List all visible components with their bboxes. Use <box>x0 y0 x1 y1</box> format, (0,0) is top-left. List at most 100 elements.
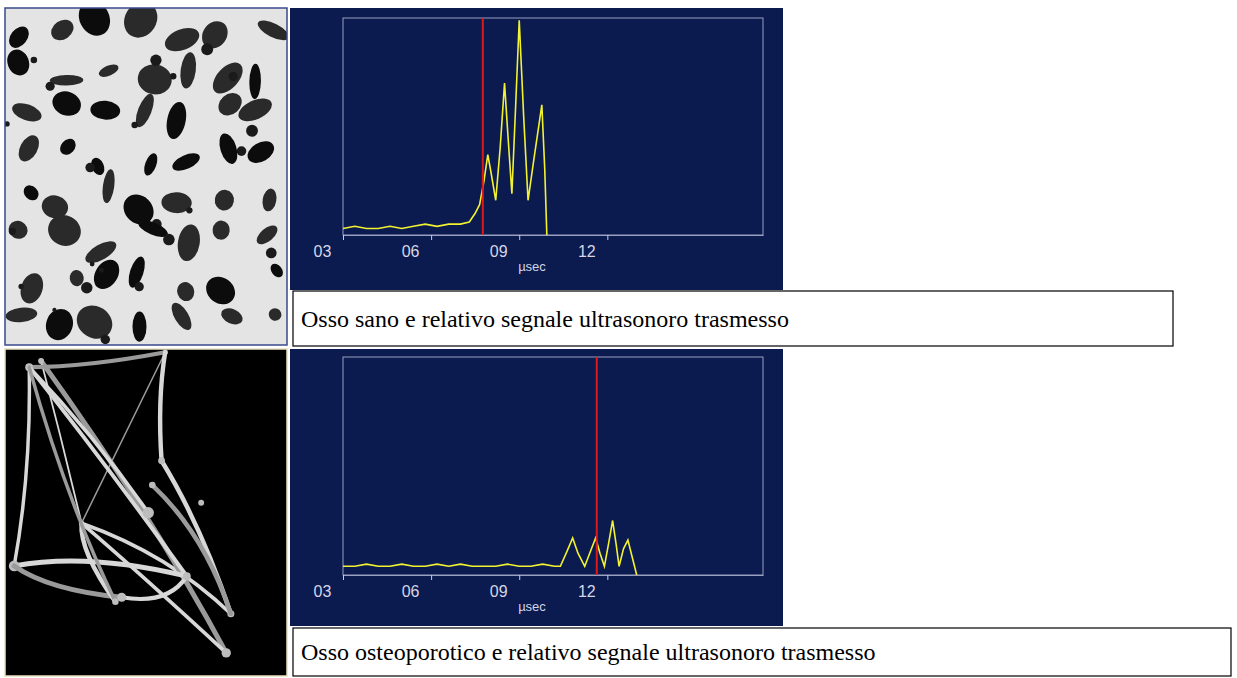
bone-pore <box>246 125 258 137</box>
bone-pore <box>161 192 192 214</box>
bone-pore <box>266 248 277 259</box>
x-axis-title: µsec <box>518 259 546 274</box>
caption: Osso osteoporotico e relativo segnale ul… <box>301 639 876 665</box>
bone-pore <box>249 64 261 100</box>
bone-pore <box>268 261 285 279</box>
bone-pore <box>142 152 160 178</box>
bone-pore <box>57 136 79 158</box>
bone-pore <box>81 282 92 293</box>
bone-node <box>158 457 165 464</box>
plot-frame <box>343 18 763 235</box>
x-tick-mark <box>607 235 608 240</box>
bone-node <box>183 572 191 580</box>
bone-node <box>222 648 231 657</box>
bone-pore <box>17 270 47 306</box>
x-tick-label: 03 <box>314 243 332 260</box>
bone-pore <box>90 100 121 121</box>
image-border <box>5 8 287 345</box>
bone-pore <box>21 182 42 203</box>
x-axis: 03060912 <box>314 235 764 260</box>
bone-pore <box>229 72 238 81</box>
image-border <box>5 349 287 676</box>
bone-pore <box>6 218 31 242</box>
bone-strand <box>41 361 226 653</box>
caption-box <box>293 628 1231 676</box>
bone-strand <box>160 352 165 460</box>
x-tick-label: 12 <box>578 243 596 260</box>
x-tick: 09 <box>490 575 520 600</box>
bone-pore <box>101 168 117 203</box>
bone-pore <box>261 187 278 212</box>
bone-strand <box>152 485 231 614</box>
bone-pore <box>212 220 231 241</box>
bone-strand <box>82 352 166 523</box>
x-axis-line <box>344 235 764 236</box>
bone-background <box>5 8 287 345</box>
bone-pore <box>163 234 175 246</box>
bone-pore <box>5 23 33 52</box>
bone-pore <box>170 150 202 175</box>
bone-strand <box>29 352 165 367</box>
plot-frame <box>343 357 763 575</box>
x-axis-line <box>344 575 764 576</box>
arrival-marker <box>482 18 484 235</box>
x-axis: 03 06 09 12 <box>314 575 764 600</box>
bone-pore <box>99 268 104 273</box>
bone-pore <box>164 100 190 141</box>
plot-data <box>343 18 547 235</box>
x-tick: 03 <box>314 235 344 260</box>
bone-pore <box>178 51 198 89</box>
bone-node <box>149 482 156 489</box>
bone-pore <box>97 62 120 80</box>
x-tick-mark <box>343 235 344 240</box>
x-tick-label: 09 <box>490 243 508 260</box>
bone-pore <box>73 8 116 41</box>
bone-pore <box>219 305 246 327</box>
bone-pore <box>5 46 33 78</box>
bone-pore <box>47 16 77 45</box>
bone-pore <box>201 43 213 55</box>
scope-background <box>290 349 783 626</box>
bone-pore <box>235 94 275 126</box>
bone-node <box>112 598 119 605</box>
bone-pore <box>150 54 161 65</box>
panel: 03060912µsecOsso osteoporotico e relativ… <box>5 349 1231 676</box>
bone-pore <box>162 23 203 55</box>
arrival-marker <box>596 357 598 575</box>
bone-pore <box>132 92 157 130</box>
x-tick: 03 <box>314 575 344 600</box>
bone-pore <box>49 87 85 119</box>
bone-pore <box>216 131 241 166</box>
caption: Osso sano e relativo segnale ultrasonoro… <box>301 306 789 332</box>
bone-pore <box>90 262 95 267</box>
bone-pore <box>131 122 138 129</box>
bone-pore <box>9 228 16 235</box>
bone-strand <box>14 367 29 566</box>
bone-pore <box>135 62 174 97</box>
bone-strand <box>29 367 115 602</box>
bone-pore <box>70 299 118 345</box>
bone-strand <box>122 576 187 599</box>
bone-pore <box>46 82 55 91</box>
x-tick-mark <box>343 575 344 580</box>
x-tick-mark <box>519 575 520 580</box>
panel: 03060912µsecOsso sano e relativo segnale… <box>3 0 1173 346</box>
x-tick-mark <box>607 575 608 580</box>
x-tick-label: 09 <box>490 583 508 600</box>
bone-pore <box>168 300 196 333</box>
x-tick-label: 06 <box>402 583 420 600</box>
x-tick-label: 12 <box>578 583 596 600</box>
bone-image <box>5 8 287 345</box>
x-tick: 09 <box>490 235 520 260</box>
x-tick: 06 <box>402 575 432 600</box>
bone-pore <box>244 137 278 168</box>
bone-pore <box>5 306 38 324</box>
bone-strand <box>29 367 148 513</box>
bone-pore <box>117 8 164 44</box>
bone-pore <box>18 284 23 289</box>
bone-pore <box>175 223 202 263</box>
x-tick-mark <box>519 235 520 240</box>
bone-pore <box>186 207 192 213</box>
bone-pore <box>52 308 56 312</box>
bone-image <box>5 349 287 676</box>
